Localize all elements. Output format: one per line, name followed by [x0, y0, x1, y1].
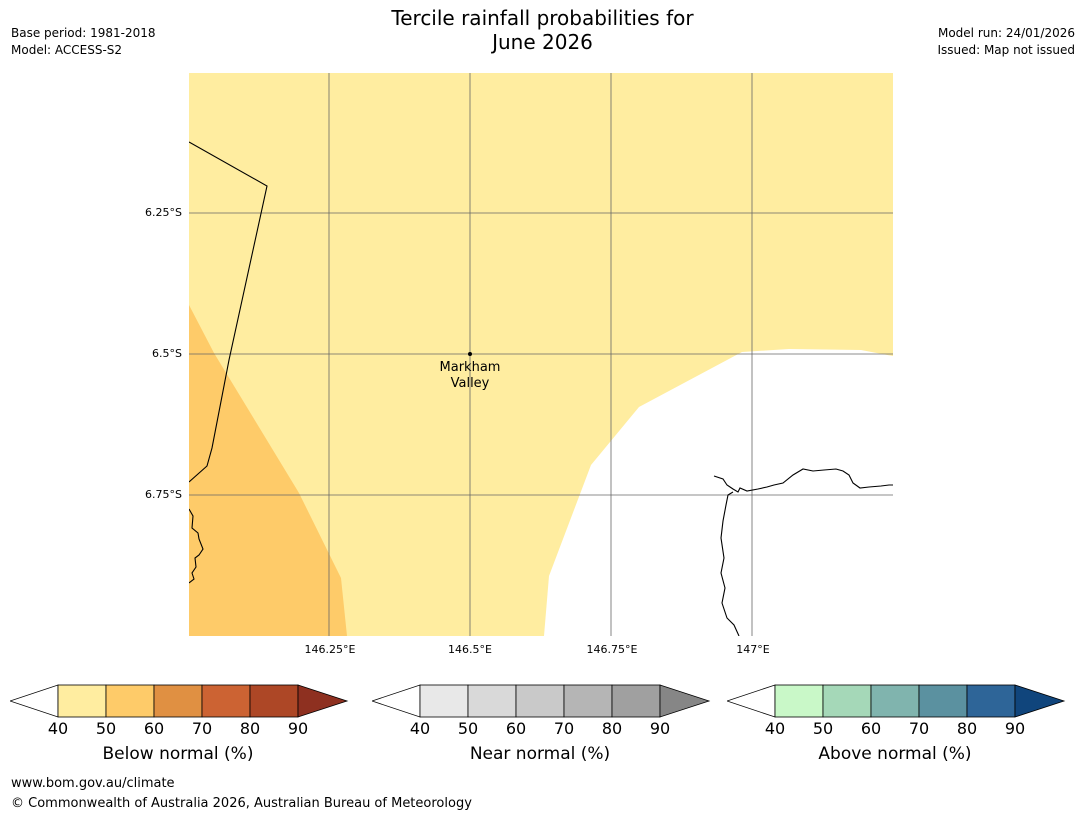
- lat-label-6-75: 6.75°S: [145, 488, 182, 501]
- colorbar-near-segment-3: [515, 684, 565, 718]
- colorbar-near-tick: 50: [457, 719, 479, 738]
- colorbar-near-segment-4: [563, 684, 613, 718]
- colorbar-near-tick: 60: [505, 719, 527, 738]
- coastline-gulf-west: [720, 491, 740, 636]
- colorbar-above-segment-5: [966, 684, 1016, 718]
- below-normal-50-60-region: [189, 305, 347, 636]
- lat-label-6-5: 6.5°S: [152, 347, 182, 360]
- colorbar-below-tick: 90: [287, 719, 309, 738]
- meta-left: Base period: 1981-2018 Model: ACCESS-S2: [11, 25, 156, 59]
- footer-url[interactable]: www.bom.gov.au/climate: [11, 776, 175, 791]
- title-line-2: June 2026: [492, 30, 593, 54]
- issued-status: Issued: Map not issued: [937, 43, 1075, 57]
- colorbar-below-segment-1: [57, 684, 107, 718]
- lat-label-6-25: 6.25°S: [145, 206, 182, 219]
- colorbar-below-segment-3: [153, 684, 203, 718]
- colorbar-near-max-extension: [659, 684, 711, 718]
- colorbar-below-min-extension: [10, 684, 59, 718]
- map-title: Tercile rainfall probabilities for June …: [0, 6, 1085, 54]
- colorbar-above-max-extension: [1014, 684, 1066, 718]
- colorbar-near-normal: [372, 684, 711, 718]
- colorbar-below-max-extension: [297, 684, 349, 718]
- colorbar-below-tick: 60: [143, 719, 165, 738]
- colorbar-above-segment-4: [918, 684, 968, 718]
- meta-right: Model run: 24/01/2026 Issued: Map not is…: [937, 25, 1075, 59]
- colorbar-near-min-extension: [372, 684, 421, 718]
- lon-label-146-25: 146.25°E: [304, 643, 356, 656]
- lon-label-146-5: 146.5°E: [448, 643, 492, 656]
- base-period: Base period: 1981-2018: [11, 26, 156, 40]
- colorbar-above-segment-2: [822, 684, 872, 718]
- coastline-gulf-north: [713, 468, 893, 493]
- colorbar-above-segment-1: [774, 684, 824, 718]
- colorbar-above-segment-3: [870, 684, 920, 718]
- colorbar-near-tick: 80: [601, 719, 623, 738]
- footer-copyright: © Commonwealth of Australia 2026, Austra…: [11, 796, 472, 811]
- colorbar-below-segment-5: [249, 684, 299, 718]
- colorbar-below-segment-2: [105, 684, 155, 718]
- markham-valley-marker: [468, 352, 472, 356]
- model-run: Model run: 24/01/2026: [937, 26, 1075, 40]
- colorbar-below-normal: [10, 684, 349, 718]
- model-name: Model: ACCESS-S2: [11, 43, 123, 57]
- footer: www.bom.gov.au/climate © Commonwealth of…: [11, 774, 472, 814]
- colorbar-below-tick: 70: [191, 719, 213, 738]
- colorbar-near-tick: 90: [649, 719, 671, 738]
- place-name-line-1: Markham: [440, 360, 501, 375]
- colorbar-below-tick: 80: [239, 719, 261, 738]
- lon-label-147: 147°E: [736, 643, 770, 656]
- colorbar-below-tick: 40: [47, 719, 69, 738]
- map-gridlines: [189, 73, 893, 636]
- colorbar-above-normal: [727, 684, 1066, 718]
- colorbar-above-tick: 60: [860, 719, 882, 738]
- colorbar-above-tick: 50: [812, 719, 834, 738]
- colorbar-near-title: Near normal (%): [469, 744, 611, 764]
- colorbar-above-tick: 90: [1004, 719, 1026, 738]
- colorbar-above-min-extension: [727, 684, 776, 718]
- title-line-1: Tercile rainfall probabilities for: [391, 6, 694, 30]
- provincial-border: [189, 141, 268, 483]
- colorbar-below-title: Below normal (%): [102, 744, 254, 764]
- map-canvas[interactable]: Markham Valley: [189, 73, 893, 636]
- colorbar-above-tick: 70: [908, 719, 930, 738]
- colorbar-near-segment-1: [419, 684, 469, 718]
- colorbar-below-segment-4: [201, 684, 251, 718]
- colorbar-near-tick: 70: [553, 719, 575, 738]
- colorbar-near-segment-5: [611, 684, 661, 718]
- colorbar-above-title: Above normal (%): [818, 744, 972, 764]
- colorbar-below-tick: 50: [95, 719, 117, 738]
- colorbar-near-segment-2: [467, 684, 517, 718]
- coastline-west: [189, 508, 204, 584]
- place-name-line-2: Valley: [451, 376, 490, 391]
- colorbar-near-tick: 40: [409, 719, 431, 738]
- colorbar-above-tick: 80: [956, 719, 978, 738]
- colorbar-above-tick: 40: [764, 719, 786, 738]
- lon-label-146-75: 146.75°E: [586, 643, 638, 656]
